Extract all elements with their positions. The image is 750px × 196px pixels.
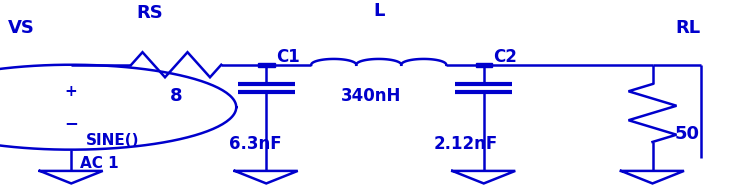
Text: 340nH: 340nH (341, 87, 402, 105)
Text: SINE(): SINE() (86, 132, 140, 148)
Text: RL: RL (675, 19, 700, 37)
Text: AC 1: AC 1 (80, 156, 118, 171)
Text: 50: 50 (675, 125, 700, 143)
Bar (476, 63, 492, 67)
Text: L: L (373, 2, 385, 20)
Text: −: − (64, 114, 78, 132)
Bar (258, 63, 274, 67)
Text: 8: 8 (170, 87, 182, 105)
Text: VS: VS (8, 19, 34, 37)
Text: C1: C1 (276, 48, 300, 66)
Text: C2: C2 (494, 48, 517, 66)
Text: RS: RS (136, 4, 164, 22)
Text: 2.12nF: 2.12nF (433, 135, 498, 153)
Text: 6.3nF: 6.3nF (229, 135, 281, 153)
Text: +: + (64, 83, 78, 99)
